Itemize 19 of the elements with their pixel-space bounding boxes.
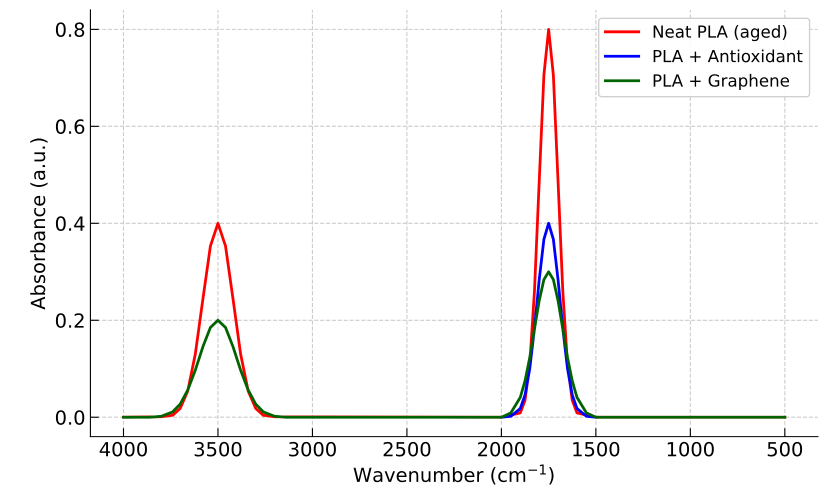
y-tick-label: 0.6 [56, 119, 84, 134]
legend-label: PLA + Graphene [654, 74, 790, 90]
x-tick-label: 3500 [194, 442, 242, 457]
x-tick-label: 3000 [289, 442, 336, 457]
x-tick-label: 2000 [478, 442, 525, 457]
x-axis-title: Wavenumber (cm$^{−1}$) [354, 464, 554, 484]
x-tick-label: 1500 [573, 442, 620, 457]
x-tick-label: 2500 [384, 442, 430, 457]
x-tick-label: 1000 [668, 442, 714, 457]
y-tick-label: 0.8 [56, 22, 84, 38]
x-tick-label: 4000 [100, 442, 147, 457]
legend-label: Neat PLA (aged) [654, 24, 786, 42]
x-tick-label: 500 [768, 442, 802, 457]
y-tick-label: 0.4 [56, 216, 84, 231]
y-tick-label: 0.0 [56, 410, 84, 425]
y-axis-title: Absorbance (a.u.) [30, 138, 48, 310]
legend-label: PLA + Antioxidant [654, 49, 802, 62]
y-tick-label: 0.2 [56, 313, 84, 328]
line-series [122, 270, 786, 419]
